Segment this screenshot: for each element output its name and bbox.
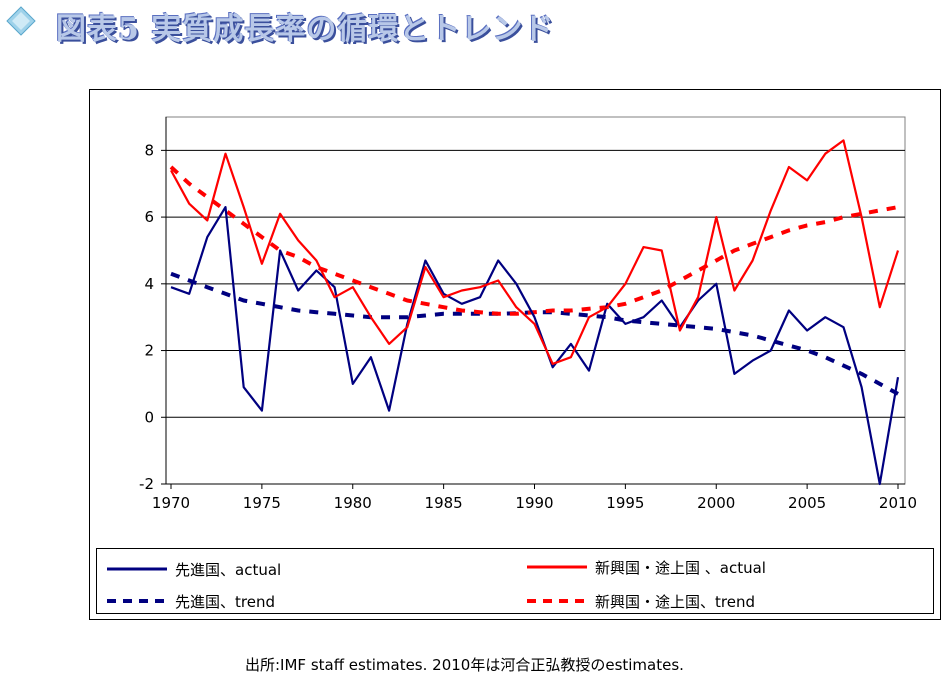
series-line-actual-advanced: [170, 205, 900, 486]
x-tick-label: 2010: [879, 494, 917, 512]
x-tick-label: 1970: [152, 494, 190, 512]
y-tick-label: 0: [144, 408, 154, 426]
chart-legend: 先進国、actual 新興国・途上国 、actual 先進国、trend 新興国…: [96, 548, 934, 614]
y-tick-label: 4: [144, 275, 154, 293]
legend-label: 先進国、actual: [175, 560, 282, 579]
page-title: 図表5 実質成長率の循環とトレンド: [56, 12, 555, 47]
legend-swatch-dashed-red: [527, 599, 587, 603]
plot-area: [165, 116, 906, 485]
x-tick-label: 1990: [515, 494, 553, 512]
x-tick-label: 1985: [425, 494, 463, 512]
series-line-trend-advanced: [170, 271, 899, 396]
x-tick-label: 1995: [606, 494, 644, 512]
legend-label: 先進国、trend: [175, 592, 275, 611]
x-tick-label: 2005: [788, 494, 826, 512]
legend-label: 新興国・途上国、trend: [595, 592, 755, 611]
y-tick-label: 2: [144, 342, 154, 360]
line-chart: -2 0 2 4 6 8 1970 1975 1980 1985 1990 1995 2000 2005 2…: [139, 116, 917, 512]
series-line-trend-emerging: [169, 165, 899, 316]
source-footnote: 出所:IMF staff estimates. 2010年は河合正弘教授のest…: [245, 656, 684, 674]
legend-item-emerging-trend: 新興国・途上国、trend: [527, 591, 755, 611]
y-tick-label: -2: [139, 475, 154, 493]
legend-swatch-solid-red: [527, 565, 587, 569]
legend-item-advanced-trend: 先進国、trend: [107, 591, 275, 611]
chart-frame: -2 0 2 4 6 8 1970 1975 1980 1985 1990 1995 2000 2005 2…: [89, 89, 941, 620]
x-tick-label: 1975: [243, 494, 281, 512]
x-tick-label: 2000: [697, 494, 735, 512]
legend-swatch-solid-navy: [107, 567, 167, 571]
legend-label: 新興国・途上国 、actual: [595, 558, 766, 577]
legend-swatch-dashed-navy: [107, 599, 167, 603]
y-tick-label: 8: [144, 141, 154, 159]
page-header: 図表5 実質成長率の循環とトレンド: [0, 0, 560, 48]
legend-item-advanced-actual: 先進国、actual: [107, 559, 281, 579]
series-line-actual-emerging: [170, 139, 900, 365]
legend-item-emerging-actual: 新興国・途上国 、actual: [527, 557, 766, 577]
y-tick-label: 6: [144, 208, 154, 226]
x-tick-label: 1980: [334, 494, 372, 512]
diamond-bullet-icon: [6, 6, 36, 36]
